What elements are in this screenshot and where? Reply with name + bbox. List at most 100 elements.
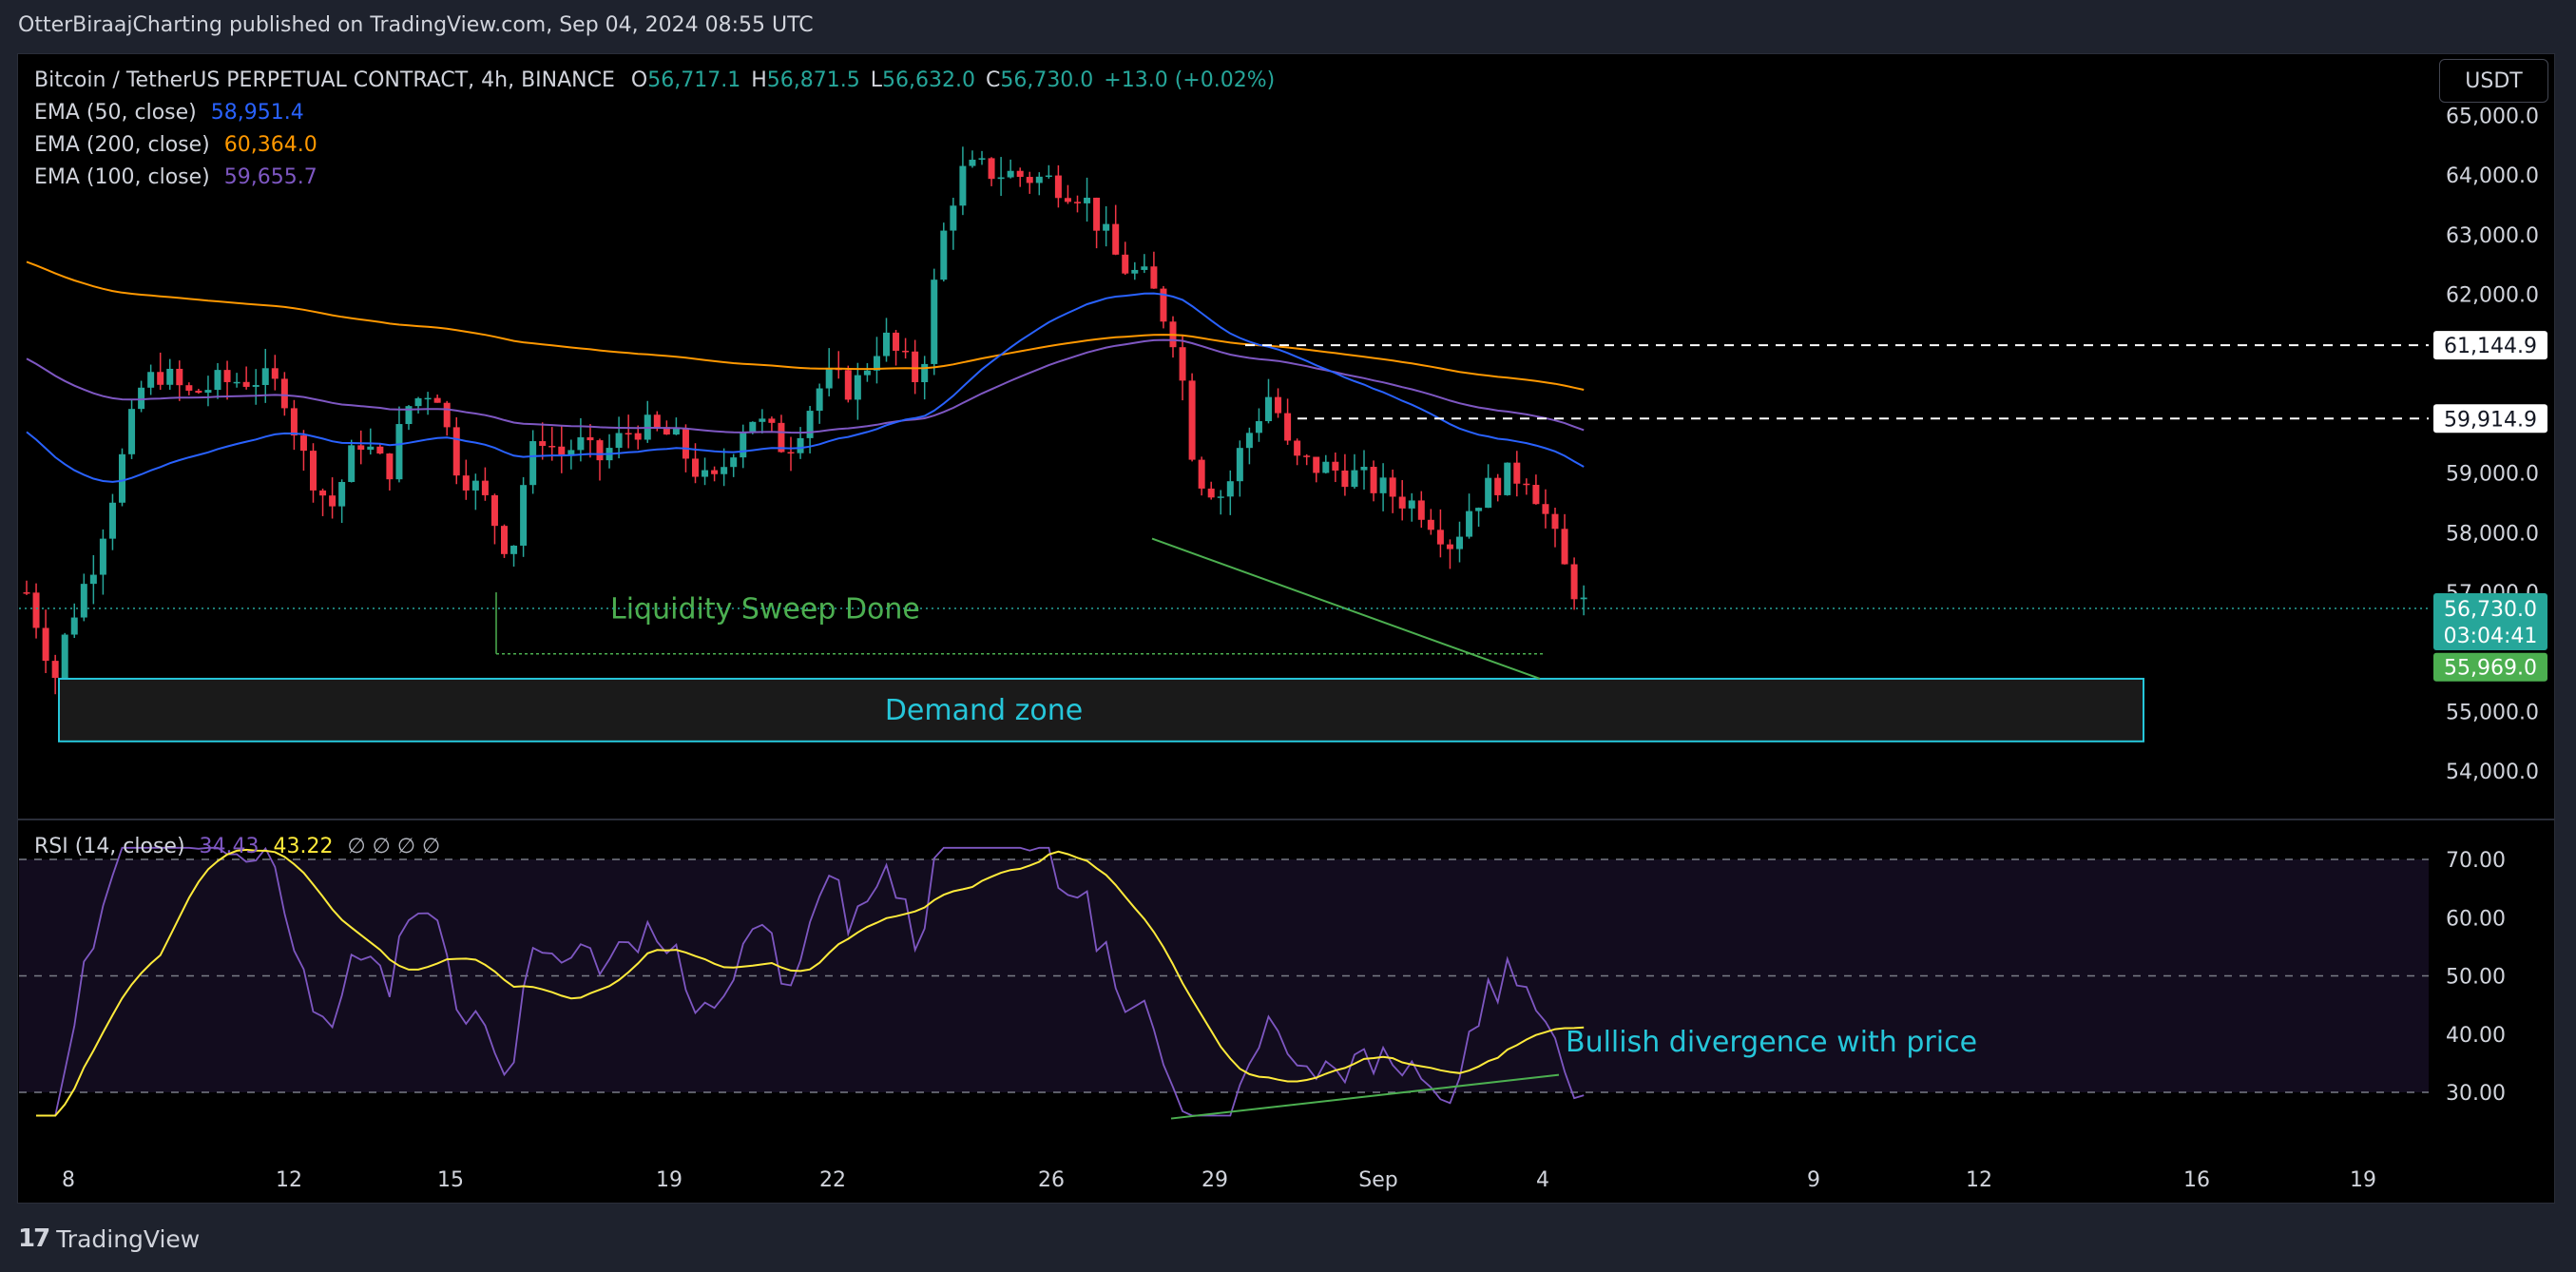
candle-body [233, 381, 240, 384]
candle-body [70, 617, 78, 635]
ema50-row[interactable]: EMA (50, close) 58,951.4 [34, 97, 1275, 129]
candle-body [395, 424, 403, 480]
candle-body [367, 446, 375, 451]
candle-body [1351, 470, 1358, 488]
price-axis-tick: 65,000.0 [2446, 105, 2539, 128]
ema200-row[interactable]: EMA (200, close) 60,364.0 [34, 129, 1275, 162]
currency-button[interactable]: USDT [2439, 59, 2548, 103]
rsi-axis-tick: 30.00 [2446, 1082, 2506, 1106]
candle-body [271, 368, 279, 379]
candle-body [223, 370, 231, 382]
publisher-text: OtterBiraajCharting published on Trading… [18, 13, 814, 37]
time-axis-tick: 4 [1536, 1168, 1549, 1192]
candle-body [376, 446, 384, 454]
candle-body [252, 384, 260, 387]
candle-body [32, 592, 40, 628]
resistance-2-label-bg [2433, 404, 2547, 434]
ema100-line [26, 338, 1585, 434]
candle-body [1561, 529, 1568, 565]
candle-body [520, 485, 528, 546]
rsi-axis-tick: 60.00 [2446, 907, 2506, 931]
tradingview-brand: TradingView [56, 1224, 201, 1253]
candle-body [1084, 197, 1091, 203]
rsi-divergence-label: Bullish divergence with price [1566, 1026, 1977, 1059]
price-trendline [1151, 537, 1541, 680]
candle-body [1427, 519, 1434, 530]
candle-body [1398, 496, 1406, 509]
candle-body [1360, 467, 1368, 471]
candle-body [357, 445, 365, 451]
time-axis-tick: 12 [276, 1168, 302, 1192]
symbol-title[interactable]: Bitcoin / TetherUS PERPETUAL CONTRACT, 4… [34, 68, 615, 92]
candle-body [490, 494, 498, 527]
open-value: 56,717.1 [647, 68, 741, 92]
candle-body [1150, 266, 1158, 289]
candle-body [481, 480, 489, 495]
candle-body [825, 367, 833, 389]
rsi-ma-value: 43.22 [273, 835, 334, 858]
candle-body [310, 451, 317, 491]
ema200-label: EMA (200, close) [34, 133, 210, 157]
resistance-1-label-bg [2433, 331, 2547, 360]
price-axis-tick: 59,000.0 [2446, 463, 2539, 487]
low-value: 56,632.0 [881, 68, 975, 92]
candle-body [893, 332, 900, 351]
ema100-label: EMA (100, close) [34, 165, 210, 189]
close-label: C [985, 68, 1001, 92]
open-label: O [630, 68, 648, 92]
candle-body [1551, 513, 1559, 530]
candle-body [577, 436, 585, 451]
candle-body [529, 441, 537, 486]
candle-body [1436, 530, 1444, 545]
candle-body [1217, 496, 1224, 498]
candle-body [462, 475, 470, 491]
candle-body [185, 385, 193, 391]
candle-body [510, 545, 518, 554]
ema200-line [26, 260, 1585, 391]
candle-body [912, 351, 919, 383]
candle-body [1141, 266, 1148, 270]
candle-body [663, 427, 670, 435]
tradingview-logo[interactable]: 17 TradingView [18, 1223, 200, 1255]
candle-body [1179, 347, 1186, 381]
price-axis-tick: 54,000.0 [2446, 761, 2539, 784]
candle-body [1332, 461, 1339, 471]
candle-body [51, 661, 59, 679]
candle-body [61, 634, 68, 679]
rsi-legend[interactable]: RSI (14, close) 34.43 43.22 ∅ ∅ ∅ ∅ [34, 835, 440, 858]
candle-body [749, 421, 757, 434]
price-axis-tick: 64,000.0 [2446, 164, 2539, 188]
candle-body [988, 158, 995, 180]
ema50-line [26, 292, 1585, 483]
candle-body [1389, 477, 1396, 497]
candle-body [539, 441, 547, 447]
change-value: +13.0 (+0.02%) [1104, 68, 1276, 92]
rsi-label: RSI (14, close) [34, 835, 185, 858]
candle-body [176, 368, 183, 386]
candle-body [921, 363, 929, 383]
ema100-row[interactable]: EMA (100, close) 59,655.7 [34, 162, 1275, 194]
tradingview-logo-icon: 17 [18, 1224, 50, 1253]
candle-body [567, 450, 575, 455]
candle-body [1485, 477, 1492, 509]
candle-body [1064, 198, 1071, 202]
candle-body [844, 370, 852, 400]
rsi-axis-tick: 70.00 [2446, 849, 2506, 873]
candle-body [108, 502, 116, 539]
candle-body [778, 422, 785, 453]
resistance-2-label: 59,914.9 [2444, 408, 2537, 432]
candle-body [1513, 462, 1521, 484]
demand-zone-label: Demand zone [885, 694, 1083, 727]
price-axis-tick: 62,000.0 [2446, 283, 2539, 307]
resistance-1-label: 61,144.9 [2444, 335, 2537, 358]
price-legend: Bitcoin / TetherUS PERPETUAL CONTRACT, 4… [34, 65, 1275, 194]
candle-body [759, 418, 766, 422]
price-axis-tick: 55,000.0 [2446, 701, 2539, 724]
candle-body [854, 375, 861, 400]
candle-body [1245, 433, 1253, 449]
candle-body [702, 470, 709, 477]
time-axis-tick: 19 [656, 1168, 682, 1192]
candle-body [596, 440, 604, 461]
candle-body [816, 388, 823, 412]
